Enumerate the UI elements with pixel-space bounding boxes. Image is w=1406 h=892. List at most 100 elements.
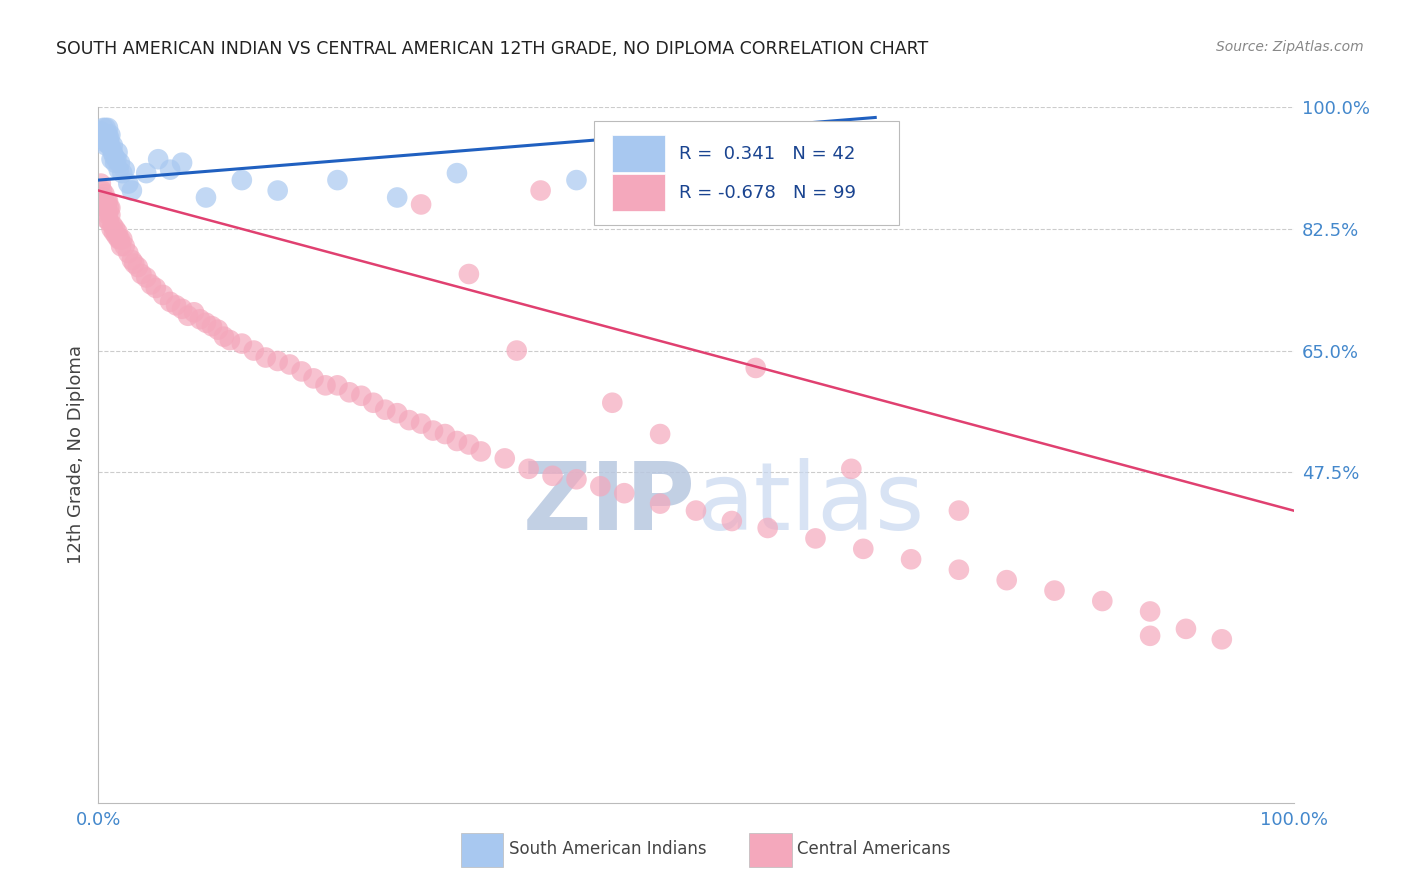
Point	[94, 120, 117, 135]
Point	[101, 145, 124, 160]
Point	[111, 232, 134, 246]
Point	[648, 497, 672, 511]
Point	[339, 385, 360, 400]
Point	[721, 514, 744, 528]
Point	[948, 503, 970, 517]
Point	[159, 294, 181, 309]
Point	[111, 166, 134, 180]
Point	[135, 270, 157, 285]
Point	[411, 197, 433, 211]
Point	[104, 222, 127, 236]
Point	[105, 152, 128, 166]
Point	[685, 503, 707, 517]
Point	[148, 152, 170, 166]
Point	[91, 190, 114, 204]
Point	[145, 281, 167, 295]
Point	[93, 135, 115, 149]
Point	[506, 343, 529, 358]
Point	[648, 427, 672, 442]
Point	[172, 155, 194, 169]
Point	[212, 329, 235, 343]
Point	[91, 120, 114, 135]
Point	[900, 552, 922, 566]
Point	[94, 138, 117, 153]
Point	[219, 333, 242, 347]
Point	[841, 462, 863, 476]
Point	[98, 138, 122, 153]
FancyBboxPatch shape	[595, 121, 900, 226]
Point	[385, 406, 409, 420]
Point	[100, 222, 122, 236]
Point	[494, 451, 516, 466]
Point	[948, 563, 970, 577]
Point	[96, 194, 118, 208]
Point	[100, 152, 122, 166]
Point	[91, 197, 114, 211]
Text: South American Indians: South American Indians	[509, 840, 707, 858]
Point	[107, 225, 129, 239]
Point	[91, 184, 114, 198]
Point	[98, 128, 122, 142]
Point	[1043, 583, 1066, 598]
Point	[90, 177, 112, 191]
Point	[1175, 622, 1198, 636]
Point	[411, 417, 433, 431]
Point	[267, 184, 290, 198]
Point	[1091, 594, 1114, 608]
Point	[363, 396, 385, 410]
Point	[422, 424, 444, 438]
Point	[828, 162, 851, 177]
Point	[433, 427, 456, 442]
Point	[93, 131, 115, 145]
Point	[243, 343, 266, 358]
Point	[135, 166, 157, 180]
FancyBboxPatch shape	[613, 135, 665, 172]
Point	[565, 472, 588, 486]
Point	[172, 301, 194, 316]
Point	[1139, 605, 1161, 619]
Text: SOUTH AMERICAN INDIAN VS CENTRAL AMERICAN 12TH GRADE, NO DIPLOMA CORRELATION CHA: SOUTH AMERICAN INDIAN VS CENTRAL AMERICA…	[56, 40, 928, 58]
Point	[98, 201, 122, 215]
Point	[139, 277, 162, 292]
Point	[165, 298, 187, 312]
Point	[529, 184, 551, 198]
Point	[98, 131, 121, 145]
Text: R =  0.341   N = 42: R = 0.341 N = 42	[679, 145, 856, 162]
Point	[97, 194, 120, 208]
Point	[804, 532, 827, 546]
Point	[852, 541, 875, 556]
Point	[231, 173, 253, 187]
Point	[104, 155, 127, 169]
Point	[98, 138, 121, 153]
Point	[91, 128, 114, 142]
Point	[446, 434, 468, 448]
Point	[194, 190, 218, 204]
Point	[517, 462, 540, 476]
Point	[103, 149, 125, 163]
Point	[470, 444, 492, 458]
Point	[107, 162, 129, 177]
Point	[177, 309, 200, 323]
Point	[108, 155, 131, 169]
Text: R = -0.678   N = 99: R = -0.678 N = 99	[679, 184, 856, 202]
Point	[278, 358, 301, 372]
Point	[458, 437, 481, 451]
Point	[207, 323, 229, 337]
Point	[602, 396, 624, 410]
Point	[124, 256, 146, 270]
Point	[94, 201, 117, 215]
Text: atlas: atlas	[696, 458, 924, 549]
Point	[93, 187, 115, 202]
Point	[183, 305, 205, 319]
Point	[107, 145, 129, 160]
Text: ZIP: ZIP	[523, 458, 696, 549]
Point	[613, 486, 636, 500]
Point	[114, 162, 136, 177]
Point	[91, 131, 114, 145]
FancyBboxPatch shape	[613, 174, 665, 211]
Point	[96, 201, 118, 215]
Point	[350, 389, 373, 403]
Point	[114, 239, 136, 253]
Point	[90, 124, 112, 138]
Point	[117, 177, 139, 191]
